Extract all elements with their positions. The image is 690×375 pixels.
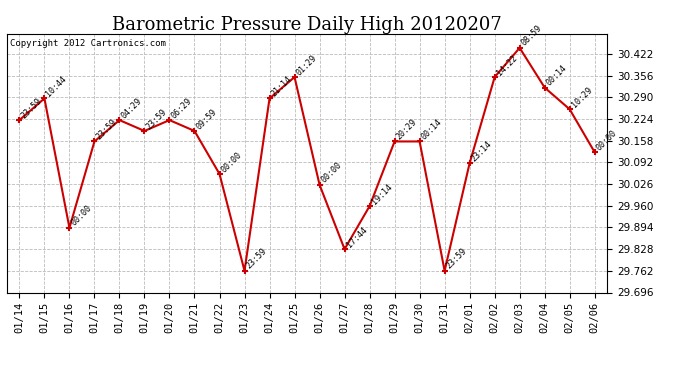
Text: 23:59: 23:59 xyxy=(144,107,168,131)
Text: 21:14: 21:14 xyxy=(270,74,293,99)
Text: 14:22: 14:22 xyxy=(495,53,519,77)
Text: 23:59: 23:59 xyxy=(244,247,268,271)
Text: 00:00: 00:00 xyxy=(319,161,344,185)
Text: 10:29: 10:29 xyxy=(570,85,593,109)
Text: 00:00: 00:00 xyxy=(219,150,244,174)
Text: 23:59: 23:59 xyxy=(444,247,469,271)
Text: 23:14: 23:14 xyxy=(470,139,493,163)
Text: 00:00: 00:00 xyxy=(595,128,619,152)
Text: 20:29: 20:29 xyxy=(395,117,419,141)
Text: 00:14: 00:14 xyxy=(420,117,444,141)
Text: 17:44: 17:44 xyxy=(344,225,368,249)
Text: Copyright 2012 Cartronics.com: Copyright 2012 Cartronics.com xyxy=(10,39,166,48)
Text: 00:00: 00:00 xyxy=(70,204,93,228)
Text: 00:14: 00:14 xyxy=(544,63,569,88)
Text: 19:14: 19:14 xyxy=(370,182,393,206)
Text: 09:59: 09:59 xyxy=(195,107,219,131)
Text: 23:59: 23:59 xyxy=(19,96,43,120)
Text: 23:59: 23:59 xyxy=(95,117,119,141)
Text: 06:29: 06:29 xyxy=(170,96,193,120)
Text: 01:29: 01:29 xyxy=(295,53,319,77)
Text: 04:29: 04:29 xyxy=(119,96,144,120)
Text: 10:44: 10:44 xyxy=(44,74,68,99)
Title: Barometric Pressure Daily High 20120207: Barometric Pressure Daily High 20120207 xyxy=(112,16,502,34)
Text: 08:59: 08:59 xyxy=(520,24,544,48)
